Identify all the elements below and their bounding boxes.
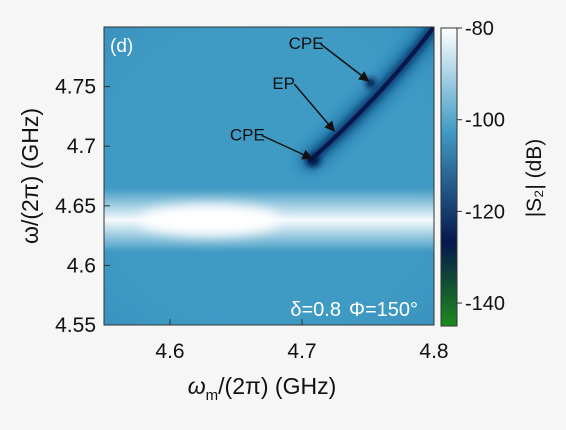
annotation-arrow xyxy=(261,134,313,160)
x-axis-label-rest: /(2π) (GHz) xyxy=(218,373,336,399)
annotation-label: EP xyxy=(272,74,295,93)
colorbar xyxy=(440,27,458,327)
y-tick-label: 4.55 xyxy=(55,314,96,337)
colorbar-tick-label: -100 xyxy=(465,110,505,132)
x-tick-label: 4.7 xyxy=(287,340,316,363)
colorbar-ticks: -80 -100 -120 -140 xyxy=(457,18,505,315)
x-axis-ticks: 4.6 4.7 4.8 xyxy=(155,319,449,363)
delta-value: δ=0.8 xyxy=(290,299,341,321)
cpe-dark-spot-lower xyxy=(307,154,320,167)
y-tick-label: 4.6 xyxy=(67,254,96,277)
colorbar-label: |S₂| (dB) xyxy=(523,139,546,218)
annotation-label: CPE xyxy=(289,34,324,53)
bright-band-core xyxy=(139,204,280,237)
colorbar-tick-label: -80 xyxy=(465,18,494,40)
dark-branch-core xyxy=(307,27,434,163)
y-tick-label: 4.65 xyxy=(55,195,96,218)
colorbar-tick-label: -140 xyxy=(465,293,505,315)
x-tick-label: 4.8 xyxy=(419,340,448,363)
x-axis-label: ωm/(2π) (GHz) xyxy=(188,373,337,404)
y-tick-label: 4.75 xyxy=(55,76,96,99)
x-axis-label-symbol: ω xyxy=(188,373,206,399)
y-tick-label: 4.7 xyxy=(67,135,96,158)
colorbar-tick-label: -120 xyxy=(465,201,505,223)
panel-label: (d) xyxy=(110,36,133,57)
x-tick-label: 4.6 xyxy=(155,340,184,363)
plot-frame xyxy=(103,26,435,326)
y-axis-ticks: 4.55 4.6 4.65 4.7 4.75 xyxy=(55,76,110,337)
annotation-label: CPE xyxy=(230,126,265,145)
heatmap-area xyxy=(104,27,434,325)
parameter-text: δ=0.8 Φ=150° xyxy=(290,299,418,321)
annotations: CPE EP CPE xyxy=(230,34,370,160)
annotation-arrow xyxy=(320,43,370,82)
phi-value: Φ=150° xyxy=(349,299,418,321)
annotation-arrow xyxy=(293,83,336,132)
y-axis-label: ω/(2π) (GHz) xyxy=(17,108,43,244)
x-axis-label-sub: m xyxy=(206,387,219,404)
